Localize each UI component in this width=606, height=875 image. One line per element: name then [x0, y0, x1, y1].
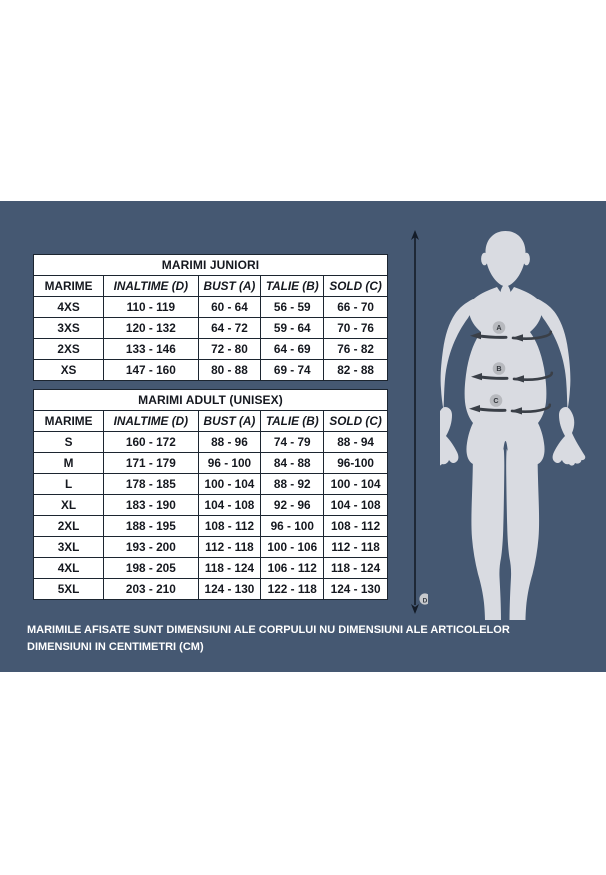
svg-text:D: D: [423, 597, 428, 604]
svg-text:C: C: [493, 396, 498, 405]
svg-text:A: A: [496, 323, 501, 332]
svg-text:B: B: [496, 364, 501, 373]
